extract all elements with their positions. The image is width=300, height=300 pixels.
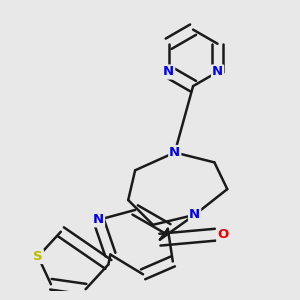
Text: N: N	[93, 213, 104, 226]
Text: N: N	[163, 65, 174, 79]
Text: N: N	[189, 208, 200, 221]
Text: N: N	[169, 146, 180, 159]
Text: S: S	[33, 250, 43, 263]
Text: N: N	[212, 65, 223, 79]
Text: O: O	[217, 228, 228, 241]
